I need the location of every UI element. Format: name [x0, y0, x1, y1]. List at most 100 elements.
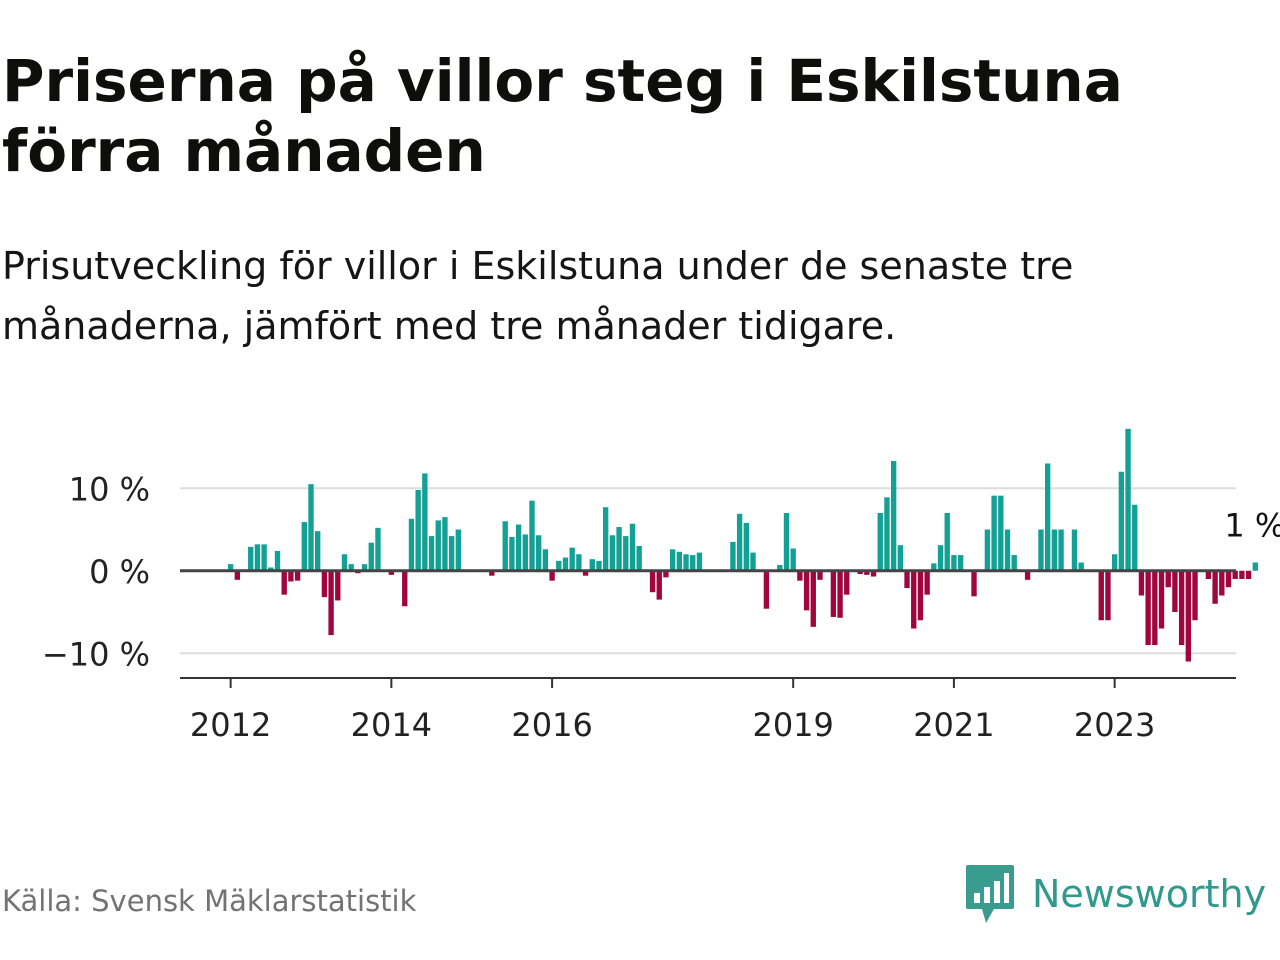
- bar: [763, 570, 770, 609]
- x-tick-label: 2014: [351, 706, 432, 744]
- bar: [1165, 570, 1171, 588]
- bar: [1225, 570, 1232, 588]
- bar: [803, 570, 810, 611]
- bar: [448, 536, 455, 571]
- bar: [837, 570, 843, 618]
- bar: [489, 570, 495, 576]
- bar: [1044, 463, 1051, 571]
- bar: [904, 570, 910, 589]
- bar: [937, 545, 944, 571]
- bar: [864, 570, 870, 575]
- last-value-label: 1 %: [1224, 507, 1280, 545]
- bar: [536, 535, 542, 571]
- bar: [971, 570, 977, 597]
- brand-logo: Newsworthy: [964, 862, 1266, 926]
- bar: [549, 570, 555, 581]
- bar: [529, 500, 535, 571]
- bar: [1111, 554, 1118, 571]
- bar: [616, 527, 622, 571]
- bar: [998, 495, 1004, 571]
- bar: [1212, 570, 1218, 604]
- bar: [502, 521, 508, 571]
- bar: [911, 570, 917, 629]
- bar: [301, 522, 307, 571]
- y-tick-label: 10 %: [69, 470, 150, 508]
- bar: [1011, 555, 1017, 571]
- bar: [562, 557, 569, 571]
- bar: [924, 570, 930, 595]
- bar: [361, 564, 368, 571]
- bar: [1205, 570, 1212, 579]
- bar: [931, 563, 937, 571]
- bar: [415, 489, 421, 571]
- newsworthy-logo-icon: [966, 865, 1014, 923]
- x-tick-label: 2019: [752, 706, 833, 744]
- bar: [234, 570, 241, 580]
- bar: [1105, 570, 1111, 621]
- bar: [1232, 570, 1238, 579]
- bar: [649, 570, 656, 593]
- bar: [1152, 570, 1158, 645]
- brand-name: Newsworthy: [1032, 872, 1267, 916]
- bar: [422, 473, 428, 571]
- bar: [790, 548, 796, 571]
- bar: [1219, 570, 1225, 596]
- bar: [736, 513, 743, 571]
- page-title: Priserna på villor steg i Eskilstuna för…: [2, 47, 1123, 185]
- bar: [683, 554, 689, 571]
- x-tick-label: 2012: [190, 706, 271, 744]
- bar: [696, 552, 703, 571]
- bar: [623, 536, 629, 571]
- bar: [750, 552, 756, 571]
- bar: [844, 570, 850, 595]
- bar: [1098, 570, 1104, 621]
- page-subtitle: Prisutveckling för villor i Eskilstuna u…: [2, 244, 1074, 348]
- bar: [1245, 570, 1252, 579]
- bar: [442, 517, 448, 571]
- bar: [308, 484, 314, 571]
- bar: [944, 513, 950, 571]
- bar: [1192, 570, 1198, 621]
- bar: [690, 555, 696, 571]
- bar: [294, 570, 301, 581]
- bar: [388, 570, 395, 575]
- bar: [542, 549, 549, 571]
- bar: [1178, 570, 1185, 645]
- bar: [783, 513, 790, 571]
- bar: [951, 555, 957, 571]
- bar: [288, 570, 294, 582]
- bar: [877, 513, 883, 571]
- bar: [629, 523, 636, 571]
- x-tick-label: 2023: [1074, 706, 1155, 744]
- bar: [609, 535, 616, 571]
- bar: [596, 560, 602, 571]
- bar: [857, 570, 863, 575]
- bar: [884, 497, 890, 571]
- bar: [515, 524, 522, 571]
- source-note: Källa: Svensk Mäklarstatistik: [2, 884, 417, 918]
- bar: [1071, 529, 1078, 571]
- bar: [556, 560, 562, 571]
- bar: [268, 567, 274, 571]
- bar: [1004, 529, 1011, 571]
- bar: [870, 570, 877, 577]
- bar: [375, 527, 381, 571]
- gridlines: [180, 487, 1236, 655]
- y-tick-label: −10 %: [42, 635, 150, 673]
- axes: [180, 569, 1236, 688]
- bar: [663, 570, 669, 578]
- bar: [1185, 570, 1191, 662]
- bar: [957, 555, 964, 571]
- bar: [890, 461, 897, 571]
- bar: [1078, 562, 1084, 571]
- bar: [341, 554, 348, 571]
- bar: [576, 554, 582, 571]
- bar: [810, 570, 816, 627]
- bar: [1239, 570, 1245, 579]
- bar: [743, 522, 749, 571]
- bar: [1118, 471, 1125, 571]
- bar: [1138, 570, 1145, 596]
- bar: [1172, 570, 1178, 612]
- y-tick-label: 0 %: [89, 553, 150, 591]
- x-tick-label: 2016: [511, 706, 592, 744]
